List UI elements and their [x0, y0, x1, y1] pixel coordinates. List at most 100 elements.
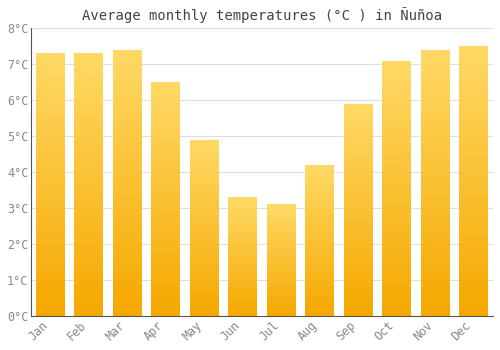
Bar	[152, 94, 180, 96]
Bar	[190, 214, 219, 216]
Bar	[306, 281, 334, 283]
Bar	[460, 51, 488, 54]
Bar	[74, 298, 104, 300]
Bar	[306, 259, 334, 260]
Bar	[113, 84, 142, 87]
Bar	[190, 302, 219, 304]
Bar	[460, 203, 488, 205]
Bar	[267, 252, 296, 253]
Bar	[382, 122, 412, 125]
Bar	[113, 279, 142, 281]
Bar	[190, 282, 219, 284]
Bar	[267, 292, 296, 293]
Bar	[36, 166, 65, 169]
Bar	[113, 95, 142, 98]
Bar	[190, 298, 219, 300]
Bar	[382, 247, 412, 250]
Bar	[228, 304, 258, 305]
Bar	[74, 150, 104, 153]
Bar	[74, 303, 104, 306]
Bar	[113, 260, 142, 263]
Bar	[421, 111, 450, 114]
Bar	[382, 114, 412, 117]
Bar	[460, 208, 488, 211]
Bar	[36, 180, 65, 182]
Bar	[228, 287, 258, 289]
Bar	[382, 94, 412, 96]
Bar	[152, 136, 180, 138]
Bar	[267, 204, 296, 205]
Bar	[228, 225, 258, 226]
Bar	[267, 295, 296, 296]
Bar	[113, 292, 142, 295]
Bar	[306, 272, 334, 274]
Bar	[74, 229, 104, 232]
Bar	[460, 54, 488, 57]
Bar	[344, 110, 373, 112]
Bar	[306, 194, 334, 195]
Bar	[228, 259, 258, 260]
Bar	[152, 187, 180, 190]
Bar	[344, 308, 373, 310]
Bar	[421, 71, 450, 74]
Bar	[113, 215, 142, 217]
Bar	[460, 189, 488, 192]
Bar	[36, 164, 65, 166]
Bar	[36, 156, 65, 159]
Bar	[267, 208, 296, 209]
Bar	[382, 63, 412, 66]
Bar	[267, 251, 296, 252]
Bar	[306, 245, 334, 246]
Bar	[460, 227, 488, 230]
Bar	[228, 247, 258, 248]
Bar	[306, 206, 334, 207]
Bar	[152, 96, 180, 99]
Bar	[382, 226, 412, 229]
Bar	[36, 300, 65, 303]
Bar	[36, 106, 65, 108]
Bar	[190, 217, 219, 219]
Bar	[267, 244, 296, 245]
Bar	[113, 247, 142, 250]
Bar	[267, 245, 296, 246]
Bar	[74, 117, 104, 119]
Bar	[190, 261, 219, 263]
Bar	[460, 116, 488, 119]
Bar	[74, 187, 104, 190]
Bar	[113, 50, 142, 52]
Bar	[460, 214, 488, 216]
Bar	[344, 276, 373, 278]
Bar	[74, 75, 104, 77]
Bar	[190, 161, 219, 163]
Bar	[228, 197, 258, 198]
Bar	[190, 274, 219, 275]
Bar	[460, 146, 488, 149]
Bar	[74, 169, 104, 171]
Bar	[460, 119, 488, 122]
Bar	[421, 313, 450, 316]
Bar	[74, 292, 104, 295]
Bar	[421, 215, 450, 217]
Bar	[113, 175, 142, 177]
Bar	[228, 261, 258, 262]
Bar	[344, 182, 373, 184]
Bar	[74, 96, 104, 98]
Bar	[113, 138, 142, 140]
Bar	[460, 162, 488, 165]
Bar	[36, 222, 65, 224]
Bar	[190, 313, 219, 314]
Bar	[344, 127, 373, 129]
Bar	[382, 196, 412, 198]
Bar	[267, 214, 296, 215]
Bar	[74, 208, 104, 211]
Bar	[36, 285, 65, 287]
Bar	[382, 165, 412, 168]
Bar	[36, 103, 65, 106]
Bar	[267, 239, 296, 240]
Bar	[306, 261, 334, 263]
Bar	[306, 177, 334, 178]
Bar	[306, 280, 334, 281]
Bar	[382, 232, 412, 234]
Bar	[74, 269, 104, 271]
Bar	[306, 204, 334, 206]
